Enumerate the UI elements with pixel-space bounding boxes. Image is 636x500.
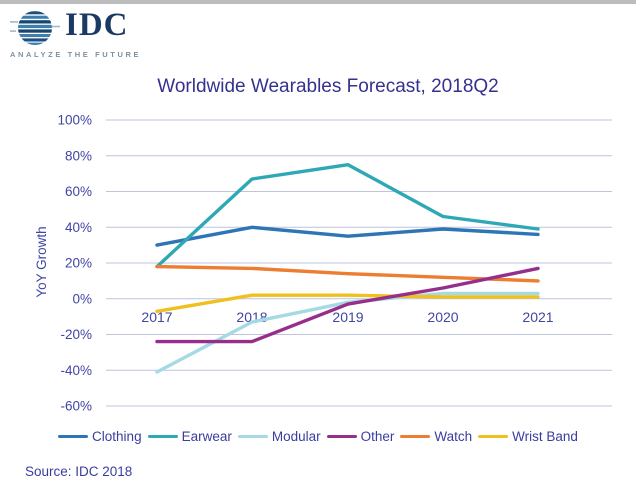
y-axis-title: YoY Growth (34, 226, 49, 297)
idc-tagline: ANALYZE THE FUTURE (10, 50, 142, 59)
legend-label: Wrist Band (512, 429, 578, 444)
x-tick-label: 2021 (522, 309, 553, 325)
legend-item-modular: Modular (237, 429, 321, 444)
legend-swatch (400, 434, 431, 439)
y-tick-label: 0% (72, 291, 92, 306)
legend-item-watch: Watch (400, 429, 472, 444)
legend-swatch (478, 434, 509, 439)
x-tick-label: 2019 (332, 309, 363, 325)
legend-swatch (147, 434, 178, 439)
series-line-earwear (155, 162, 540, 269)
legend-swatch (326, 434, 357, 439)
idc-logo-text: IDC (65, 7, 129, 43)
legend-label: Earwear (181, 429, 232, 444)
legend-swatch (58, 434, 89, 439)
x-tick-label: 2020 (427, 309, 458, 325)
legend-label: Other (360, 429, 395, 444)
legend-swatch (237, 434, 268, 439)
series-line-other (155, 266, 540, 344)
y-tick-label: 80% (65, 148, 92, 163)
legend-label: Clothing (92, 429, 142, 444)
legend-item-clothing: Clothing (58, 429, 142, 444)
chart-legend: Clothing Earwear Modular Other Watch Wrist Ba… (0, 429, 636, 444)
legend-label: Watch (434, 429, 473, 444)
series-line-wrist-band (155, 293, 540, 313)
y-tick-label: -20% (60, 327, 92, 342)
legend-item-wrist-band: Wrist Band (478, 429, 578, 444)
legend-label: Modular (271, 429, 321, 444)
series-line-clothing (155, 225, 540, 247)
y-tick-label: -40% (60, 363, 92, 378)
legend-item-other: Other (326, 429, 395, 444)
y-tick-label: 60% (65, 184, 92, 199)
idc-globe-icon (10, 11, 60, 45)
source-note: Source: IDC 2018 (25, 464, 133, 479)
chart-title: Worldwide Wearables Forecast, 2018Q2 (157, 76, 499, 97)
series-line-modular (155, 291, 540, 374)
series-line-watch (155, 264, 540, 283)
y-tick-label: 20% (65, 256, 92, 271)
page-top-strip (0, 0, 636, 4)
idc-logo: IDC ANALYZE THE FUTURE (10, 7, 160, 59)
y-tick-label: 40% (65, 220, 92, 235)
legend-item-earwear: Earwear (147, 429, 232, 444)
y-tick-label: 100% (57, 113, 92, 128)
y-tick-label: -60% (60, 399, 92, 414)
x-tick-label: 2017 (141, 309, 172, 325)
